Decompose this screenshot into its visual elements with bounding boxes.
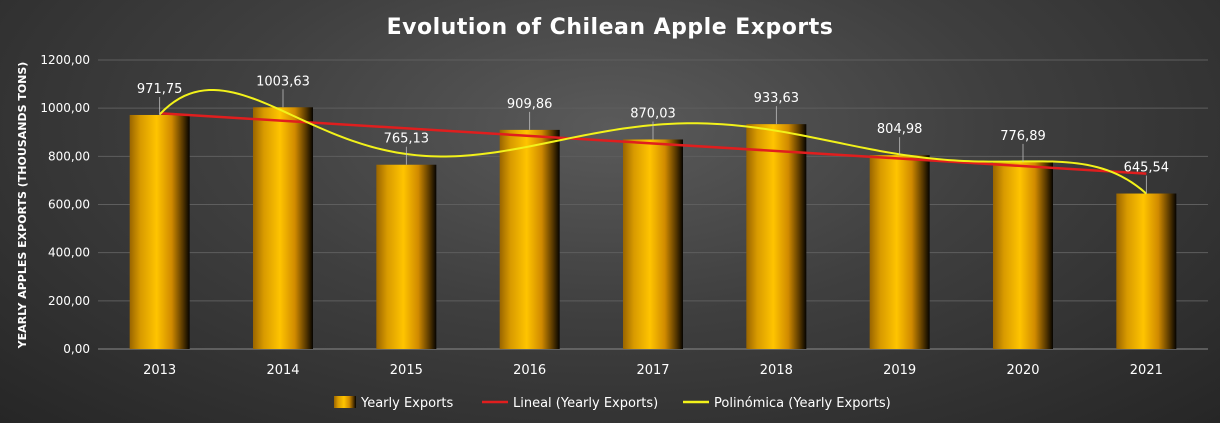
y-axis-ticks: 0,00 200,00 400,00 600,00 800,00 1000,00 1200,… bbox=[40, 53, 90, 356]
legend-label-polynomial: Polinómica (Yearly Exports) bbox=[714, 396, 891, 411]
data-label: 765,13 bbox=[384, 132, 430, 147]
legend-swatch-yearly-exports bbox=[334, 396, 356, 408]
data-label: 776,89 bbox=[1000, 129, 1046, 144]
x-tick-label: 2013 bbox=[143, 363, 176, 378]
bar bbox=[1116, 193, 1177, 349]
chart-title: Evolution of Chilean Apple Exports bbox=[387, 15, 834, 40]
bar bbox=[993, 161, 1053, 349]
data-label: 645,54 bbox=[1124, 161, 1170, 176]
x-tick-label: 2015 bbox=[390, 363, 423, 378]
bar bbox=[129, 114, 190, 349]
x-tick-label: 2021 bbox=[1130, 363, 1163, 378]
data-labels: 971,75 1003,63 765,13 909,86 870,03 933,63 804… bbox=[137, 74, 1170, 194]
x-tick-label: 2018 bbox=[760, 363, 793, 378]
x-axis-ticks: 2013 2014 2015 2016 2017 2018 2019 2020 2021 bbox=[143, 363, 1163, 378]
data-label: 804,98 bbox=[877, 122, 923, 137]
linear-trendline bbox=[159, 111, 1147, 175]
data-label: 971,75 bbox=[137, 82, 183, 97]
y-tick-label: 0,00 bbox=[63, 342, 90, 356]
x-tick-label: 2020 bbox=[1006, 363, 1039, 378]
bar bbox=[869, 155, 930, 349]
bars bbox=[129, 107, 1177, 349]
bar bbox=[623, 139, 683, 349]
legend-label-yearly-exports: Yearly Exports bbox=[360, 396, 454, 411]
y-tick-label: 200,00 bbox=[48, 294, 90, 308]
y-axis-label: YEARLY APPLES EXPORTS (THOUSANDS TONS) bbox=[16, 62, 29, 350]
y-tick-label: 400,00 bbox=[48, 246, 90, 260]
y-tick-label: 800,00 bbox=[48, 149, 90, 163]
legend-label-linear: Lineal (Yearly Exports) bbox=[513, 396, 658, 411]
x-tick-label: 2017 bbox=[636, 363, 669, 378]
bar bbox=[499, 129, 560, 349]
bar bbox=[746, 124, 807, 349]
data-label: 933,63 bbox=[754, 91, 800, 106]
y-tick-label: 1000,00 bbox=[40, 101, 90, 115]
data-label: 870,03 bbox=[630, 106, 676, 121]
x-tick-label: 2016 bbox=[513, 363, 546, 378]
bar bbox=[253, 107, 313, 349]
data-label: 909,86 bbox=[507, 97, 553, 112]
data-label: 1003,63 bbox=[256, 74, 310, 89]
x-tick-label: 2019 bbox=[883, 363, 916, 378]
legend: Yearly Exports Lineal (Yearly Exports) P… bbox=[334, 396, 891, 411]
y-tick-label: 1200,00 bbox=[40, 53, 90, 67]
y-tick-label: 600,00 bbox=[48, 198, 90, 212]
x-tick-label: 2014 bbox=[266, 363, 299, 378]
bar bbox=[376, 164, 437, 349]
